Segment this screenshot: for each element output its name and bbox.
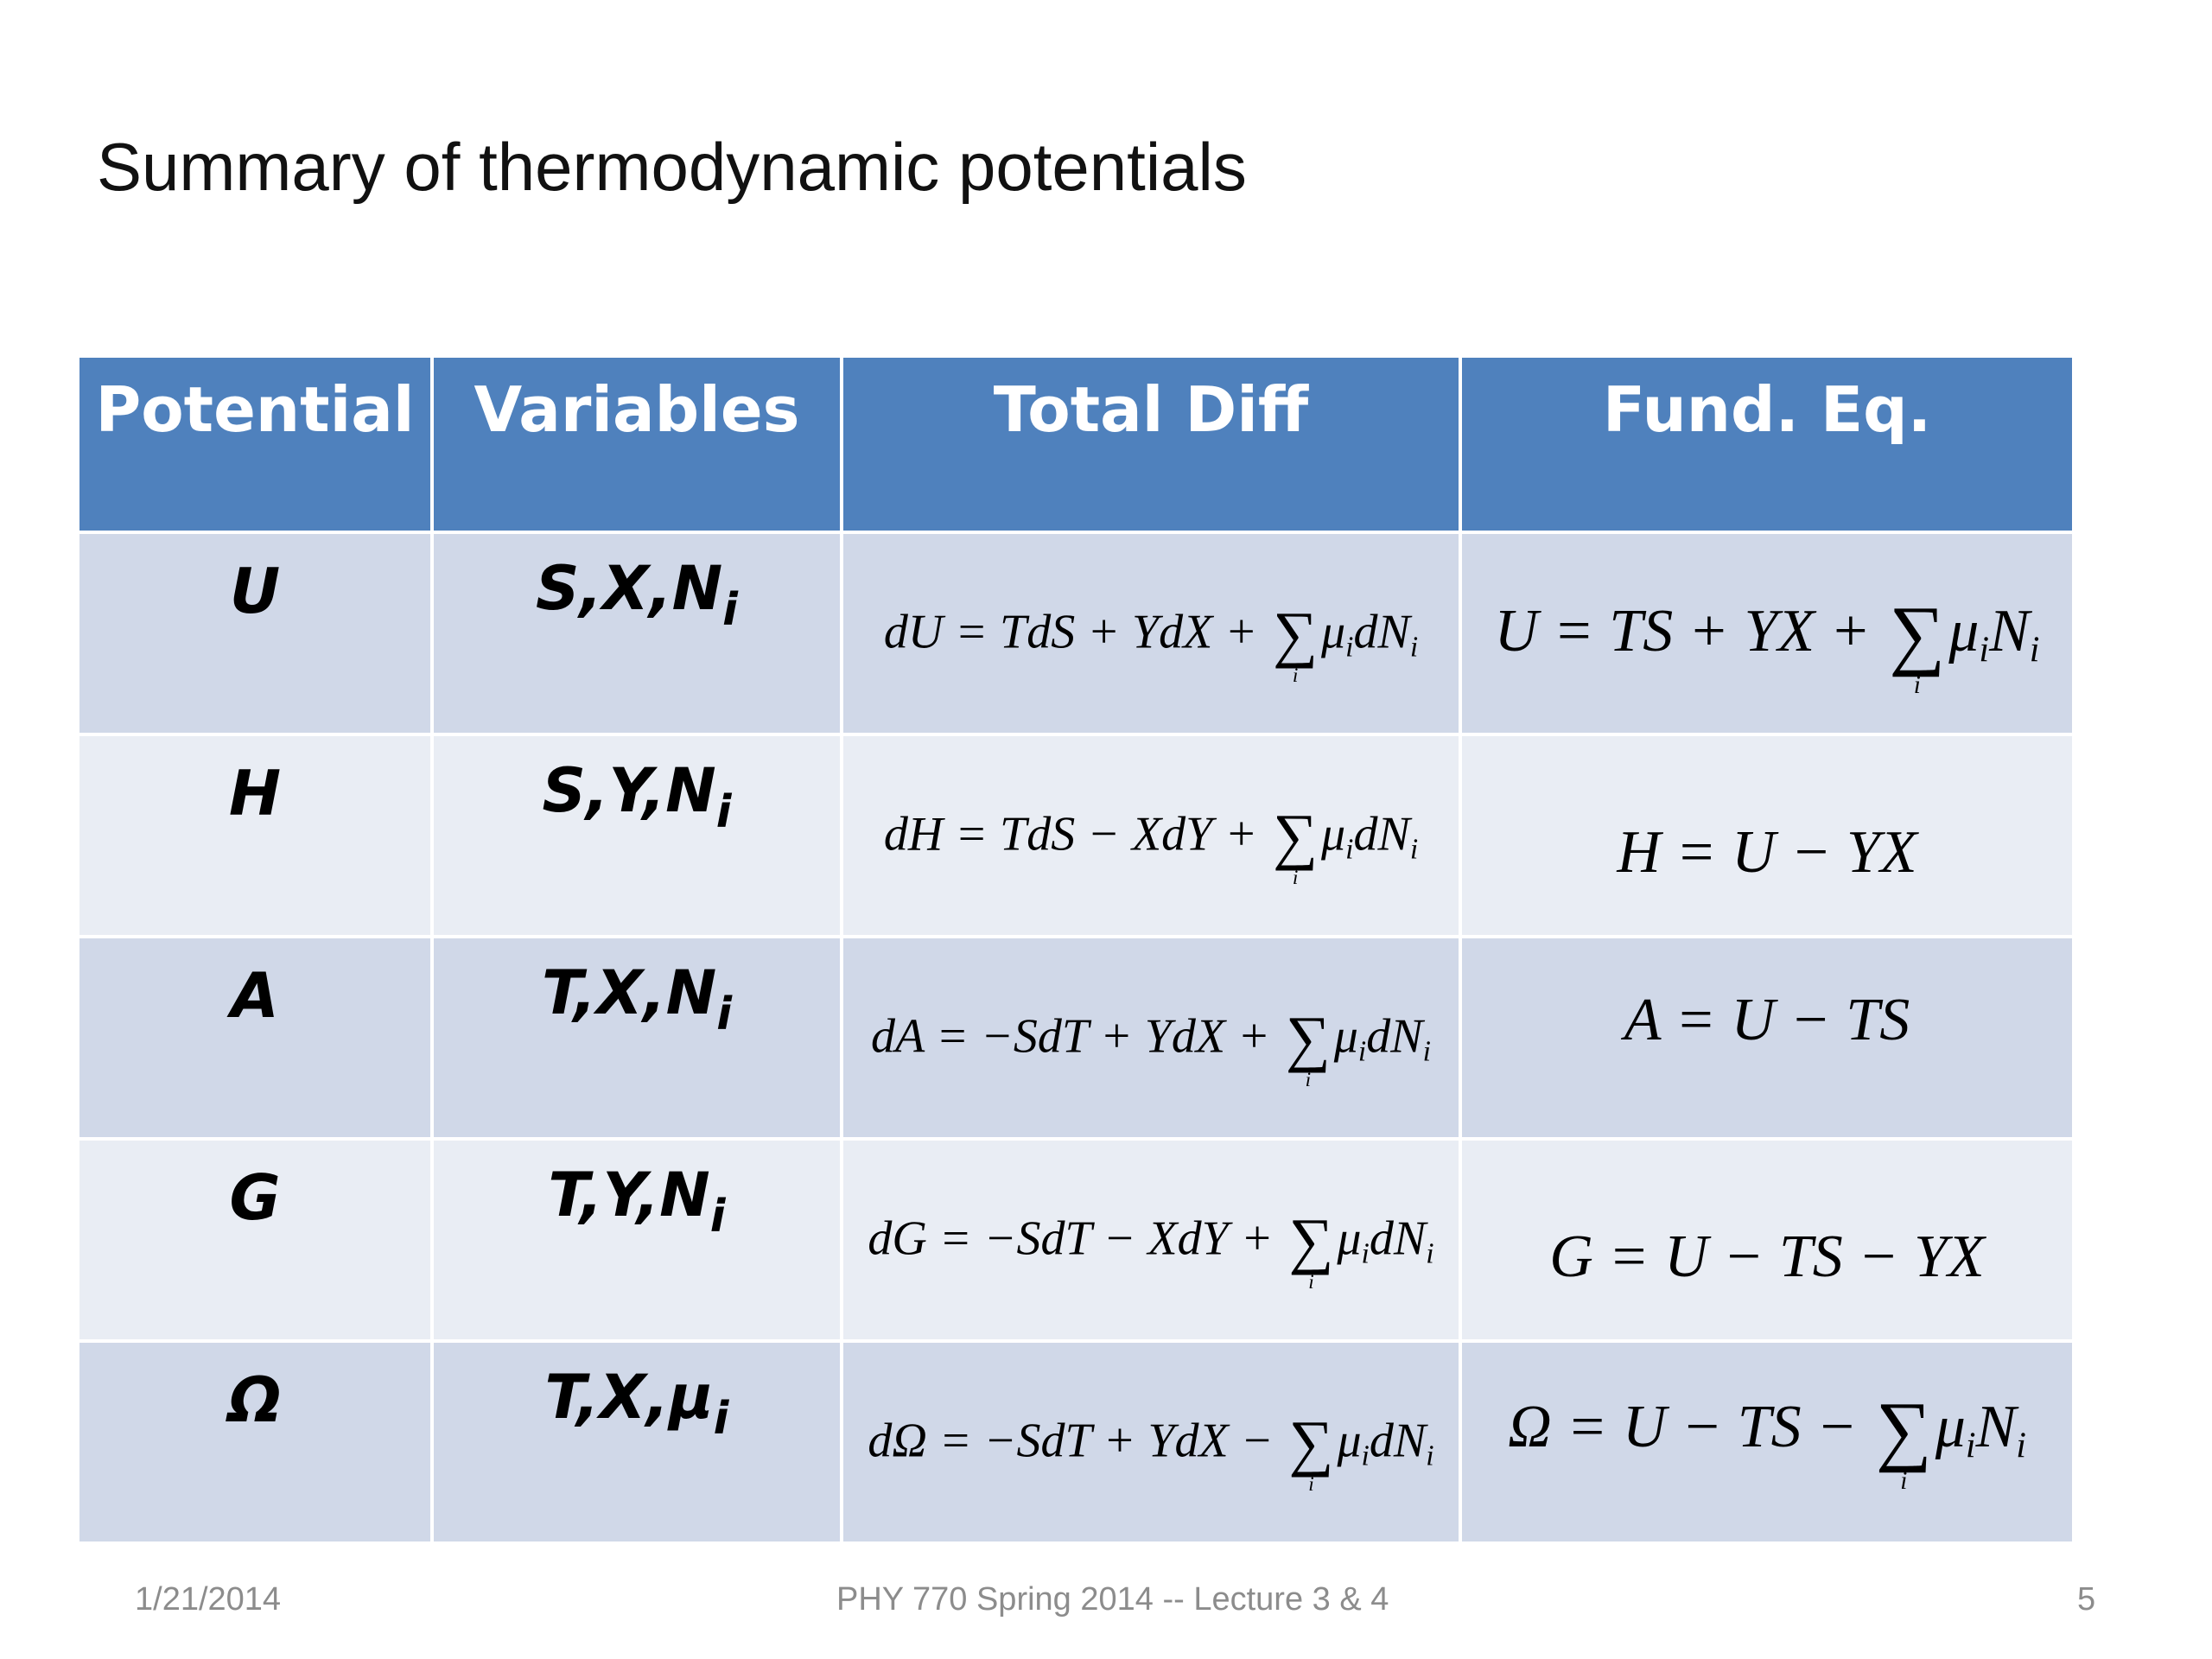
total-diff-cell: dA = −SdT + YdX + ∑ i μidNi <box>843 938 1459 1137</box>
potential-cell: G <box>79 1141 430 1339</box>
potentials-table: Potential Variables Total Diff Fund. Eq.… <box>76 354 2075 1545</box>
footer-date: 1/21/2014 <box>135 1581 282 1618</box>
natural-variables: T,Y,Ni <box>548 1160 726 1243</box>
potential-cell: A <box>79 938 430 1137</box>
column-header-potential: Potential <box>79 358 430 531</box>
potential-symbol: H <box>228 757 282 830</box>
total-differential-equation: dH = TdS − XdY + ∑ i μidNi <box>883 801 1419 889</box>
natural-variables: T,X,μi <box>544 1362 729 1445</box>
sum-symbol: ∑ i <box>1889 590 1946 699</box>
sum-symbol: ∑ i <box>1273 801 1319 889</box>
variables-cell: T,X,Ni <box>434 938 840 1137</box>
sum-symbol: ∑ i <box>1273 599 1319 687</box>
table-row: G T,Y,Ni dG = −SdT − XdY + ∑ i μidNi G = U… <box>79 1141 2072 1339</box>
column-header-fund-eq: Fund. Eq. <box>1462 358 2072 531</box>
fund-eq-cell: A = U − TS <box>1462 938 2072 1137</box>
sum-symbol: ∑ i <box>1288 1205 1334 1294</box>
fundamental-equation: U = TS + YX + ∑ i μiNi <box>1494 590 2040 699</box>
fundamental-equation: Ω = U − TS − ∑ i μiNi <box>1508 1386 2026 1495</box>
column-header-total-diff: Total Diff <box>843 358 1459 531</box>
total-diff-cell: dΩ = −SdT + YdX − ∑ i μidNi <box>843 1343 1459 1541</box>
total-differential-equation: dG = −SdT − XdY + ∑ i μidNi <box>868 1205 1434 1294</box>
natural-variables: S,X,Ni <box>536 553 738 636</box>
table-row: A T,X,Ni dA = −SdT + YdX + ∑ i μidNi A = U… <box>79 938 2072 1137</box>
potential-symbol: Ω <box>228 1363 282 1436</box>
variables-cell: T,X,μi <box>434 1343 840 1541</box>
total-differential-equation: dA = −SdT + YdX + ∑ i μidNi <box>871 1003 1431 1091</box>
table-header-row: Potential Variables Total Diff Fund. Eq. <box>79 358 2072 531</box>
total-diff-cell: dG = −SdT − XdY + ∑ i μidNi <box>843 1141 1459 1339</box>
variables-cell: T,Y,Ni <box>434 1141 840 1339</box>
potential-symbol: A <box>231 959 279 1032</box>
total-differential-equation: dU = TdS + YdX + ∑ i μidNi <box>883 599 1419 687</box>
potential-symbol: U <box>229 555 281 627</box>
total-differential-equation: dΩ = −SdT + YdX − ∑ i μidNi <box>868 1408 1434 1496</box>
fundamental-equation: H = U − YX <box>1617 819 1917 886</box>
fund-eq-cell: G = U − TS − YX <box>1462 1141 2072 1339</box>
slide-title: Summary of thermodynamic potentials <box>97 129 1247 205</box>
fund-eq-cell: Ω = U − TS − ∑ i μiNi <box>1462 1343 2072 1541</box>
footer-course-title: PHY 770 Spring 2014 -- Lecture 3 & 4 <box>836 1581 1389 1618</box>
potential-cell: U <box>79 534 430 733</box>
variables-cell: S,X,Ni <box>434 534 840 733</box>
fundamental-equation: A = U − TS <box>1624 987 1910 1053</box>
table-row: U S,X,Ni dU = TdS + YdX + ∑ i μidNi U = TS… <box>79 534 2072 733</box>
sum-symbol: ∑ i <box>1875 1386 1932 1495</box>
potential-cell: H <box>79 736 430 935</box>
sum-symbol: ∑ i <box>1288 1408 1334 1496</box>
column-header-variables: Variables <box>434 358 840 531</box>
natural-variables: S,Y,Ni <box>542 755 732 838</box>
footer-page-number: 5 <box>2077 1581 2096 1618</box>
fundamental-equation: G = U − TS − YX <box>1549 1224 1985 1290</box>
potential-symbol: G <box>229 1161 281 1234</box>
total-diff-cell: dU = TdS + YdX + ∑ i μidNi <box>843 534 1459 733</box>
total-diff-cell: dH = TdS − XdY + ∑ i μidNi <box>843 736 1459 935</box>
natural-variables: T,X,Ni <box>541 957 733 1040</box>
sum-symbol: ∑ i <box>1285 1003 1331 1091</box>
table-row: Ω T,X,μi dΩ = −SdT + YdX − ∑ i μidNi Ω = U… <box>79 1343 2072 1541</box>
fund-eq-cell: H = U − YX <box>1462 736 2072 935</box>
fund-eq-cell: U = TS + YX + ∑ i μiNi <box>1462 534 2072 733</box>
variables-cell: S,Y,Ni <box>434 736 840 935</box>
table-row: H S,Y,Ni dH = TdS − XdY + ∑ i μidNi H = U … <box>79 736 2072 935</box>
potential-cell: Ω <box>79 1343 430 1541</box>
